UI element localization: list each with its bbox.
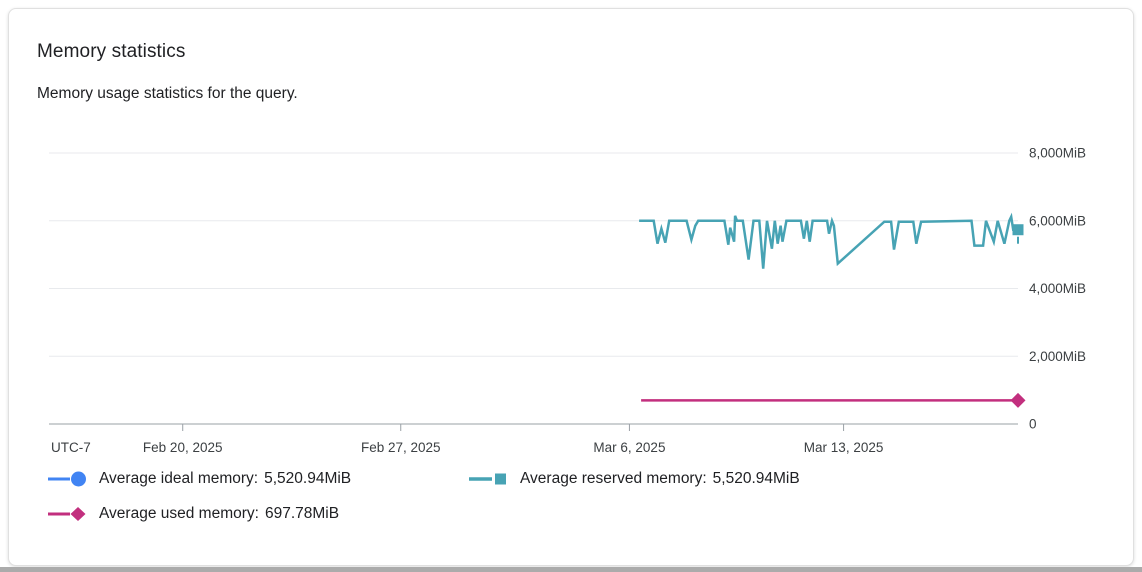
series-line (639, 212, 1018, 269)
legend-marker-diamond-icon (48, 507, 86, 521)
legend-label-used-memory: Average used memory: (99, 505, 259, 522)
legend-item-used-memory[interactable]: Average used memory: 697.78MiB (47, 505, 468, 523)
chart-legend: Average ideal memory: 5,520.94MiB Averag… (47, 469, 800, 539)
bottom-divider (0, 567, 1142, 572)
chart-canvas: 8,000MiB 6,000MiB 4,000MiB 2,000MiB 0 Feb 20,… (49, 146, 1086, 455)
legend-row-2: Average used memory: 697.78MiB (47, 504, 800, 524)
legend-marker-square-icon (469, 473, 506, 485)
legend-item-ideal-memory[interactable]: Average ideal memory: 5,520.94MiB (47, 470, 468, 488)
legend-label-ideal-memory: Average ideal memory: (99, 470, 259, 487)
timezone-label: UTC-7 (51, 440, 91, 455)
x-tick-label: Feb 27, 2025 (361, 440, 441, 455)
legend-value-reserved-memory: 5,520.94MiB (712, 470, 800, 487)
legend-item-reserved-memory[interactable]: Average reserved memory: 5,520.94MiB (468, 470, 800, 488)
y-tick-label: 6,000MiB (1029, 213, 1086, 228)
x-tick-label: Mar 13, 2025 (804, 440, 884, 455)
card-subtitle: Memory usage statistics for the query. (37, 85, 298, 102)
legend-value-ideal-memory: 5,520.94MiB (264, 470, 352, 487)
card-title: Memory statistics (37, 41, 186, 62)
y-tick-label: 0 (1029, 417, 1037, 432)
y-tick-label: 2,000MiB (1029, 349, 1086, 364)
memory-statistics-card: Memory statistics Memory usage statistic… (8, 8, 1134, 566)
legend-value-used-memory: 697.78MiB (264, 505, 340, 522)
y-tick-label: 4,000MiB (1029, 281, 1086, 296)
legend-label-reserved-memory: Average reserved memory: (520, 470, 707, 487)
legend-marker-circle-icon (48, 471, 86, 487)
x-tick-label: Mar 6, 2025 (593, 440, 665, 455)
legend-row-1: Average ideal memory: 5,520.94MiB Averag… (47, 469, 800, 489)
series-end-marker-square (1012, 224, 1024, 236)
memory-chart[interactable]: 8,000MiB 6,000MiB 4,000MiB 2,000MiB 0 Feb 20,… (9, 9, 1135, 567)
x-tick-label: Feb 20, 2025 (143, 440, 223, 455)
series-end-marker-diamond (1010, 392, 1026, 408)
y-tick-label: 8,000MiB (1029, 146, 1086, 161)
